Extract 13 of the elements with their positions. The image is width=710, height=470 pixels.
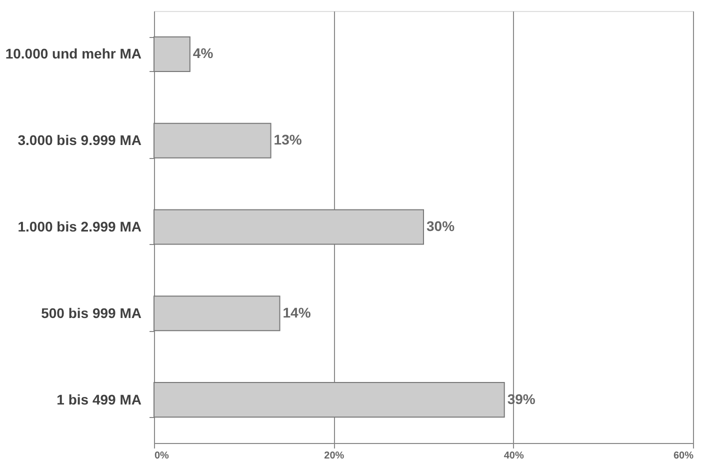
data-label: 4% xyxy=(192,45,214,62)
y-tick-label: 3.000 bis 9.999 MA xyxy=(18,132,142,148)
y-tick-label: 1 bis 499 MA xyxy=(56,391,142,408)
y-tick-label: 500 bis 999 MA xyxy=(41,304,142,321)
x-tick-label: 60% xyxy=(673,450,694,462)
y-tick-label: 1.000 bis 2.999 MA xyxy=(18,218,142,234)
x-tick-label: 0% xyxy=(154,450,170,462)
x-tick-label: 40% xyxy=(504,450,524,462)
data-label: 30% xyxy=(426,218,456,234)
y-tick-label: 10.000 und mehr MA xyxy=(5,46,142,62)
data-label: 14% xyxy=(282,304,312,320)
data-label: 13% xyxy=(274,132,302,148)
x-tick-label: 20% xyxy=(324,450,344,462)
